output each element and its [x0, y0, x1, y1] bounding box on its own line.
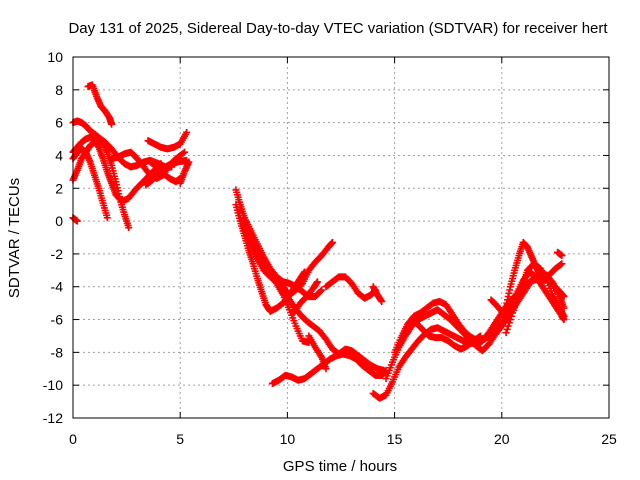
data-point — [557, 261, 565, 269]
data-point — [502, 329, 510, 337]
y-tick-label: -8 — [51, 344, 64, 360]
data-point — [328, 238, 336, 246]
series-20 — [305, 332, 330, 373]
grid — [73, 57, 609, 418]
x-tick-label: 5 — [176, 431, 184, 447]
data-point — [560, 312, 568, 320]
data-point — [322, 365, 330, 373]
y-tick-label: 4 — [55, 147, 63, 163]
chart-title: Day 131 of 2025, Sidereal Day-to-day VTE… — [68, 20, 608, 37]
data-point — [558, 260, 566, 268]
x-tick-label: 25 — [601, 431, 617, 447]
data-point — [125, 224, 133, 232]
data-point — [180, 148, 188, 156]
series-21 — [322, 273, 379, 302]
axis-ticks: 0 5 10 15 20 25 -12 -10 -8 -6 -4 -2 0 2 4 6 8 10 — [43, 49, 617, 447]
series-8 — [144, 128, 191, 153]
series-2 — [84, 81, 116, 128]
y-tick-label: -12 — [43, 410, 63, 426]
data-point — [185, 158, 193, 166]
data-point — [313, 278, 321, 286]
data-point — [103, 214, 111, 222]
data-point — [507, 312, 515, 320]
data-point — [558, 252, 566, 260]
series-6 — [69, 145, 111, 222]
data-point — [301, 268, 309, 276]
data-point — [476, 332, 484, 340]
data-point — [378, 297, 386, 305]
data-point — [183, 128, 191, 136]
data-point — [108, 120, 116, 128]
data-marks — [69, 81, 568, 402]
x-axis-label: GPS time / hours — [283, 458, 397, 475]
y-tick-label: -2 — [51, 246, 64, 262]
y-tick-label: -4 — [51, 279, 64, 295]
series-18 — [290, 278, 321, 317]
series-10 — [142, 156, 191, 189]
y-tick-label: 8 — [55, 82, 63, 98]
y-tick-label: 2 — [55, 180, 63, 196]
series-22 — [369, 283, 386, 305]
data-point — [318, 286, 326, 294]
y-tick-label: -6 — [51, 312, 64, 328]
series-17 — [268, 350, 390, 388]
data-point — [179, 149, 187, 157]
x-tick-label: 10 — [280, 431, 296, 447]
data-point — [504, 322, 512, 330]
series-19 — [288, 268, 309, 296]
data-point — [506, 316, 514, 324]
x-tick-label: 20 — [494, 431, 510, 447]
data-point — [503, 325, 511, 333]
data-point — [475, 333, 483, 341]
y-tick-label: 10 — [47, 49, 63, 65]
x-tick-label: 0 — [69, 431, 77, 447]
data-point — [73, 217, 81, 225]
data-point — [505, 319, 513, 327]
series-28 — [502, 260, 568, 337]
data-point — [317, 287, 325, 295]
y-axis-label: SDTVAR / TECUs — [6, 178, 23, 298]
series-29 — [554, 248, 566, 260]
series-26 — [412, 319, 484, 353]
data-point — [157, 160, 165, 168]
series-11 — [176, 158, 193, 187]
x-tick-label: 15 — [387, 431, 403, 447]
y-tick-label: 6 — [55, 115, 63, 131]
data-point — [548, 278, 556, 286]
y-tick-label: -10 — [43, 377, 63, 393]
series-1 — [69, 214, 81, 225]
y-tick-label: 0 — [55, 213, 63, 229]
plot-frame — [72, 56, 610, 419]
